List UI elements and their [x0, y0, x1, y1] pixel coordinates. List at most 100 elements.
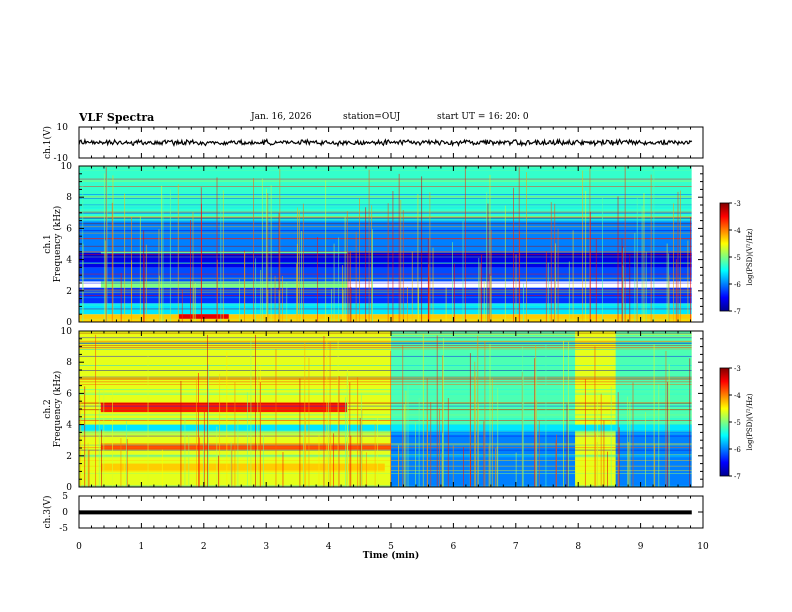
sferic-streak — [259, 382, 261, 487]
narrowband-line — [79, 278, 692, 280]
narrowband-line — [79, 194, 692, 196]
sferic-streak — [199, 437, 200, 487]
narrowband-line — [79, 230, 692, 231]
x-tick-label: 7 — [513, 542, 519, 552]
sferic-streak — [333, 433, 335, 487]
sferic-streak — [296, 263, 298, 322]
sferic-streak — [296, 207, 298, 322]
sferic-streak — [627, 396, 629, 487]
colorbar — [719, 367, 730, 477]
x-axis-label: Time (min) — [363, 550, 420, 561]
y-tick-label: 6 — [66, 389, 72, 399]
narrowband-line — [79, 282, 692, 284]
start-time-label: start UT = 16: 20: 0 — [437, 112, 529, 122]
sferic-streak — [582, 170, 584, 322]
narrowband-line — [79, 273, 692, 275]
sferic-streak — [278, 212, 280, 322]
narrowband-line — [79, 455, 692, 456]
narrowband-line — [79, 449, 692, 451]
sferic-streak — [220, 194, 222, 322]
sferic-streak — [407, 385, 409, 487]
narrowband-line — [79, 290, 692, 292]
waveform-trace — [78, 137, 693, 148]
x-tick-label: 4 — [326, 542, 332, 552]
narrowband-line — [79, 214, 692, 216]
sferic-streak — [337, 339, 339, 487]
narrowband-line — [79, 355, 692, 357]
sferic-streak — [566, 404, 568, 487]
sferic-streak — [595, 239, 597, 322]
sferic-streak — [101, 429, 103, 487]
sferic-streak — [218, 455, 219, 487]
y-tick-label: 4 — [66, 256, 72, 266]
psd-band-9 — [178, 314, 229, 319]
sferic-streak — [279, 168, 281, 322]
sferic-streak — [344, 217, 346, 322]
sferic-streak — [429, 192, 431, 322]
colorbar-tick-label: -4 — [734, 227, 741, 235]
sferic-streak — [325, 180, 327, 322]
sferic-streak — [452, 242, 453, 322]
y-tick-label: 8 — [66, 193, 72, 203]
sferic-streak — [190, 220, 191, 322]
narrowband-line — [79, 170, 692, 172]
sferic-streak — [349, 382, 351, 487]
y-tick-label: 8 — [66, 358, 72, 368]
narrowband-line — [79, 431, 692, 432]
sferic-streak — [282, 452, 284, 487]
narrowband-line — [79, 263, 692, 264]
sferic-streak — [231, 447, 233, 487]
narrowband-line — [79, 218, 692, 220]
narrowband-line — [79, 245, 692, 247]
x-tick-label: 9 — [638, 542, 644, 552]
sferic-streak — [308, 357, 310, 487]
sferic-streak — [629, 254, 631, 322]
narrowband-line — [79, 344, 692, 346]
sferic-streak — [667, 382, 669, 487]
sferic-streak — [617, 392, 619, 487]
sferic-streak — [600, 393, 602, 487]
sferic-streak — [305, 417, 306, 487]
narrowband-line — [79, 262, 692, 264]
sferic-streak — [222, 190, 224, 322]
sferic-streak — [95, 334, 97, 487]
sferic-streak — [515, 452, 517, 487]
colorbar-tick-label: -6 — [734, 281, 741, 289]
sferic-streak — [112, 392, 113, 487]
sferic-streak — [181, 289, 183, 322]
sferic-streak — [418, 287, 420, 322]
sferic-streak — [414, 421, 416, 487]
sferic-streak — [230, 442, 232, 487]
chart-title: VLF Spectra — [79, 111, 155, 124]
narrowband-line — [79, 435, 692, 437]
sferic-streak — [629, 401, 631, 487]
colorbar-tick-label: -7 — [734, 473, 741, 481]
sferic-streak — [490, 275, 492, 322]
sferic-streak — [617, 196, 619, 322]
ch-label: ch.1 — [43, 234, 53, 253]
sferic-streak — [679, 190, 681, 322]
sferic-streak — [80, 396, 82, 487]
sferic-streak — [158, 229, 160, 322]
y-tick-label: 0 — [66, 318, 72, 328]
narrowband-line — [79, 180, 692, 182]
sferic-streak — [545, 251, 547, 322]
plot-layer: ch.1 Frequency (kHz)0246810-3-4-5-6-7log(… — [42, 123, 754, 561]
sferic-streak — [427, 414, 428, 487]
sferic-streak — [675, 259, 677, 322]
sferic-streak — [641, 205, 643, 322]
sferic-streak — [522, 345, 524, 487]
sferic-streak — [111, 202, 113, 322]
sferic-streak — [513, 187, 514, 322]
narrowband-line — [79, 378, 692, 380]
sferic-streak — [330, 432, 332, 487]
sferic-streak — [603, 420, 605, 487]
sferic-streak — [432, 247, 434, 322]
sferic-streak — [103, 387, 105, 487]
narrowband-line — [79, 253, 692, 255]
sferic-streak — [365, 207, 367, 322]
sferic-streak — [522, 373, 524, 487]
sferic-streak — [442, 432, 443, 487]
sferic-streak — [261, 178, 263, 322]
sferic-streak — [668, 364, 670, 487]
